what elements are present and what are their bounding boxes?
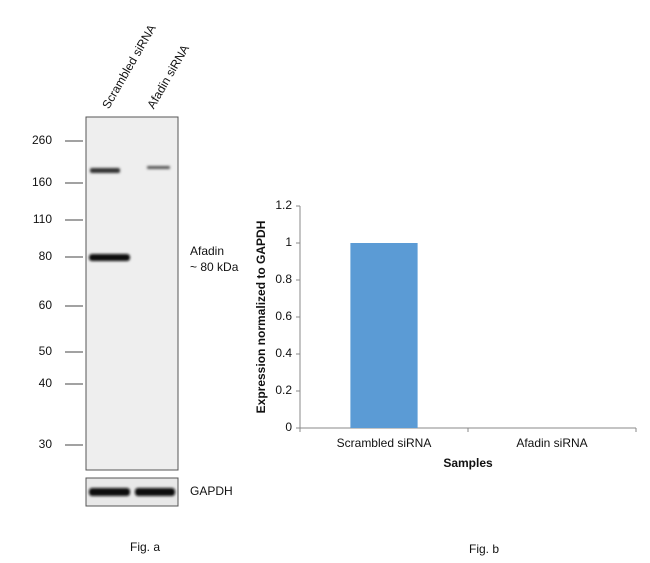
loading-control-label: GAPDH bbox=[190, 484, 233, 498]
bands bbox=[89, 166, 170, 261]
marker-label: 40 bbox=[39, 376, 53, 390]
band bbox=[90, 168, 120, 173]
lane-label: Afadin siRNA bbox=[144, 42, 192, 111]
annotation: Afadin bbox=[190, 244, 224, 258]
band bbox=[89, 254, 130, 261]
y-tick-label: 0.8 bbox=[275, 272, 292, 286]
marker-label: 160 bbox=[32, 175, 52, 189]
marker-label: 80 bbox=[39, 249, 53, 263]
y-tick-label: 0 bbox=[285, 420, 292, 434]
x-axis-label: Samples bbox=[443, 456, 493, 470]
bar-chart: Expression normalized to GAPDH Samples F… bbox=[254, 198, 637, 556]
x-tick-label: Afadin siRNA bbox=[516, 436, 587, 450]
bar bbox=[350, 243, 418, 428]
marker-label: 260 bbox=[32, 133, 52, 147]
caption: Fig. b bbox=[469, 542, 499, 556]
y-tick-label: 0.6 bbox=[275, 309, 292, 323]
band bbox=[89, 488, 130, 496]
marker-label: 60 bbox=[39, 298, 53, 312]
band bbox=[147, 166, 170, 169]
x-tick-label: Scrambled siRNA bbox=[337, 436, 432, 450]
marker-label: 50 bbox=[39, 344, 53, 358]
y-axis-label: Expression normalized to GAPDH bbox=[254, 221, 268, 414]
y-tick-label: 0.2 bbox=[275, 383, 292, 397]
y-tick-label: 0.4 bbox=[275, 346, 292, 360]
y-tick-label: 1 bbox=[285, 235, 292, 249]
band bbox=[135, 488, 175, 496]
blot-membrane bbox=[85, 116, 179, 471]
y-tick-label: 1.2 bbox=[275, 198, 292, 212]
caption: Fig. a bbox=[130, 540, 160, 554]
marker-label: 110 bbox=[33, 212, 52, 226]
western-blot: Afadin ~ 80 kDa GAPDH Fig. a Scrambled s… bbox=[85, 22, 239, 554]
annotation: ~ 80 kDa bbox=[190, 260, 239, 274]
marker-label: 30 bbox=[39, 437, 53, 451]
